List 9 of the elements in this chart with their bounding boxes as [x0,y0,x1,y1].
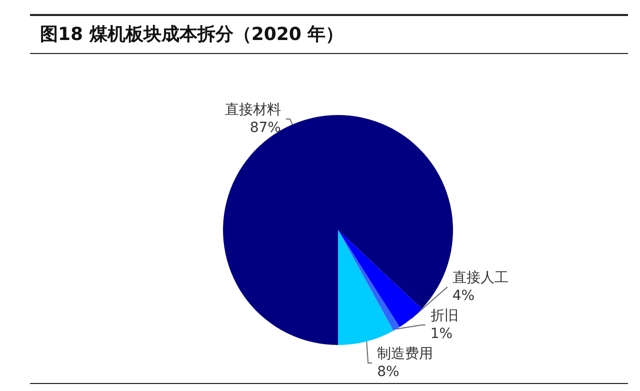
data-label: 8% [377,364,400,380]
data-label: 1% [430,326,453,342]
slice-label: 直接人工 [452,270,508,286]
slice-label: 制造费用 [377,346,434,362]
data-label: 87% [250,120,281,136]
slice-label: 直接材料 [224,102,281,118]
chart-title: 图18 煤机板块成本拆分（2020 年） [30,14,628,54]
data-label: 4% [452,288,475,304]
slice-label: 折旧 [430,308,458,324]
